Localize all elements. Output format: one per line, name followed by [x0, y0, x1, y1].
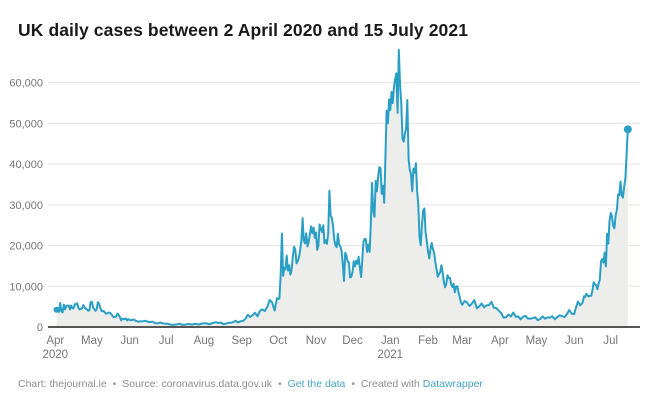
chart-credit: Chart: thejournal.ie: [18, 378, 107, 390]
x-tick-year-label: 2021: [377, 349, 403, 361]
cases-line: [55, 48, 629, 326]
x-tick-label: Oct: [269, 335, 288, 347]
source-label: Source: coronavirus.data.gov.uk: [122, 378, 273, 390]
datawrapper-link[interactable]: Datawrapper: [422, 378, 483, 390]
x-tick-label: Feb: [418, 335, 438, 347]
x-tick-label: May: [81, 335, 103, 347]
page-title: UK daily cases between 2 April 2020 and …: [18, 19, 469, 40]
daily-cases-line-chart: 0 10,000 20,000 30,000 40,000 50,000 60,000 Apr…: [9, 48, 640, 361]
x-tick-label: Jan: [381, 335, 400, 347]
x-tick-label: May: [526, 335, 548, 347]
start-point-marker: [53, 306, 60, 313]
x-tick-label: Aug: [194, 335, 214, 347]
y-tick-label: 50,000: [9, 118, 43, 130]
y-tick-label: 20,000: [9, 241, 43, 253]
y-tick-label: 0: [37, 322, 43, 334]
footer-separator: •: [277, 378, 282, 390]
x-tick-label: Jul: [603, 335, 618, 347]
x-tick-label: Jul: [159, 335, 174, 347]
footer: Chart: thejournal.ie • Source: coronavir…: [18, 378, 643, 390]
x-tick-label: Jun: [565, 335, 584, 347]
x-tick-label: Jun: [120, 335, 139, 347]
x-tick-label: Nov: [306, 335, 327, 347]
end-point-marker: [623, 125, 632, 134]
area-fill: [56, 49, 628, 328]
footer-separator: •: [351, 378, 355, 390]
x-tick-label: Apr: [491, 335, 509, 347]
y-tick-label: 60,000: [9, 78, 43, 90]
x-tick-label: Dec: [342, 335, 363, 347]
y-tick-label: 30,000: [9, 200, 43, 212]
footer-separator: •: [112, 378, 117, 390]
get-the-data-link[interactable]: Get the data: [287, 378, 346, 390]
y-tick-label: 40,000: [9, 159, 43, 171]
x-tick-year-label: 2020: [43, 349, 69, 361]
x-tick-label: Apr: [46, 335, 64, 347]
y-tick-label: 10,000: [9, 281, 43, 293]
created-with-label: Created with: [360, 378, 420, 390]
x-tick-label: Sep: [231, 335, 251, 347]
x-tick-label: Mar: [452, 335, 472, 347]
